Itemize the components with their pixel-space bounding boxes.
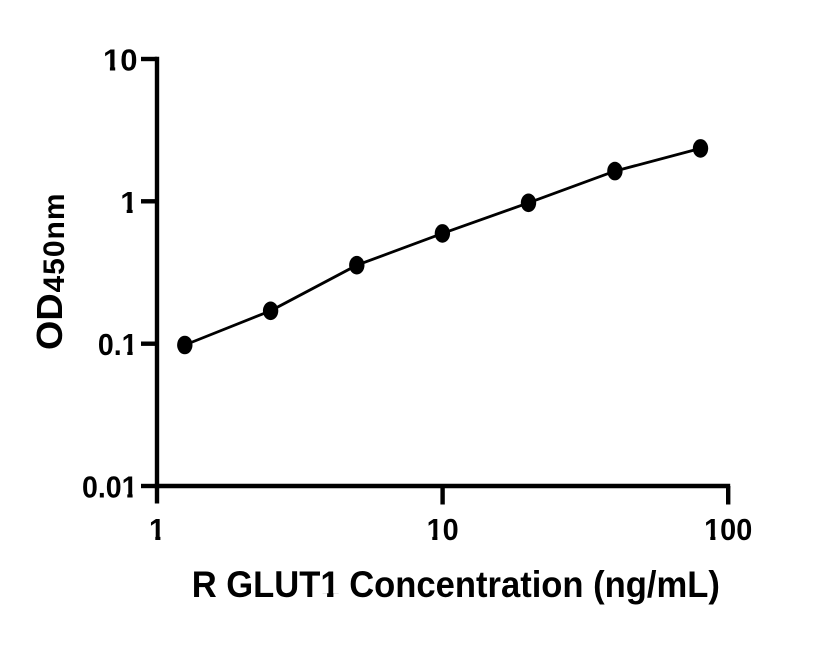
svg-text:100: 100 (704, 513, 752, 547)
svg-text:10: 10 (427, 513, 459, 547)
svg-text:R GLUT1 Concentration (ng/mL): R GLUT1 Concentration (ng/mL) (192, 564, 720, 605)
svg-text:1: 1 (149, 513, 165, 547)
svg-text:10: 10 (103, 43, 137, 78)
svg-text:OD: OD (30, 293, 70, 350)
svg-text:1: 1 (120, 185, 137, 220)
svg-text:0.01: 0.01 (82, 470, 137, 504)
svg-text:0.1: 0.1 (98, 328, 138, 362)
svg-text:450nm: 450nm (38, 192, 71, 292)
